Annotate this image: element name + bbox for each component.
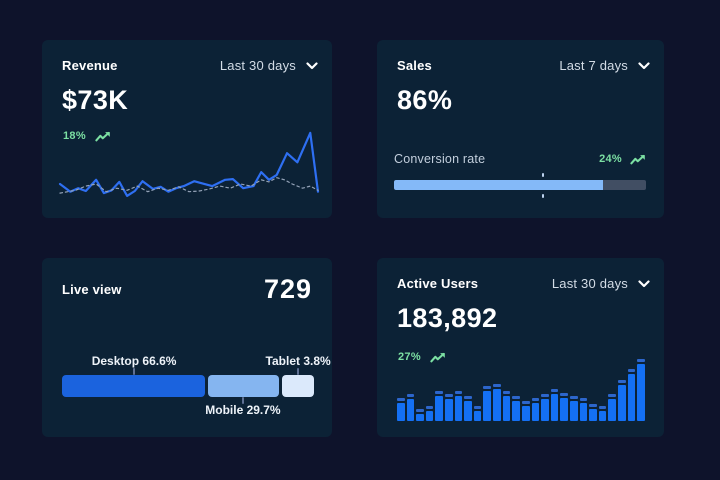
- bar: [425, 406, 434, 421]
- progress-track: [394, 180, 646, 190]
- live-view-value: 729: [263, 274, 312, 304]
- progress-marker-tick: [541, 173, 544, 177]
- active-users-card-header: Active Users Last 30 days: [397, 276, 650, 291]
- revenue-line-chart: [60, 128, 318, 198]
- segment-desktop: [62, 375, 205, 397]
- live-view-card-title: Live view: [62, 282, 122, 297]
- revenue-range-dropdown[interactable]: Last 30 days: [220, 58, 318, 73]
- bar: [550, 389, 559, 421]
- bar: [493, 384, 501, 421]
- trending-up-icon: [430, 352, 446, 363]
- segment-tablet: [281, 375, 314, 397]
- desktop-segment-label: Desktop 66.6%: [91, 354, 177, 368]
- sales-delta-row: 24%: [599, 153, 646, 165]
- bar: [454, 391, 463, 421]
- bar: [512, 396, 520, 421]
- bar: [608, 394, 617, 421]
- revenue-range-label: Last 30 days: [219, 58, 296, 73]
- revenue-card: Revenue Last 30 days $73K 18%: [42, 40, 332, 218]
- bar: [579, 398, 588, 421]
- segment-mobile: [207, 375, 279, 397]
- bar: [445, 394, 453, 421]
- bar: [473, 406, 482, 421]
- active-users-card: Active Users Last 30 days 183,892 27%: [377, 258, 664, 437]
- live-view-card: Live view 729 Desktop 66.6% Tablet 3.8% …: [42, 258, 332, 437]
- active-users-card-title: Active Users: [397, 276, 479, 291]
- revenue-delta-row: 18%: [63, 130, 111, 142]
- sales-range-label: Last 7 days: [559, 58, 628, 73]
- bar: [397, 398, 405, 421]
- conversion-rate-row: Conversion rate 24%: [394, 152, 646, 166]
- conversion-progress-bar: [394, 173, 646, 198]
- active-users-range-dropdown[interactable]: Last 30 days: [552, 276, 650, 291]
- chevron-down-icon: [638, 62, 650, 70]
- revenue-card-title: Revenue: [62, 58, 118, 73]
- bar: [521, 401, 530, 421]
- device-breakdown-chart: Desktop 66.6% Tablet 3.8% Mobile 29.7%: [62, 354, 331, 417]
- bar: [502, 391, 511, 421]
- sales-card-header: Sales Last 7 days: [397, 58, 650, 73]
- active-users-range-label: Last 30 days: [551, 276, 628, 291]
- bar: [541, 394, 549, 421]
- bar: [627, 369, 636, 421]
- chevron-down-icon: [306, 62, 318, 70]
- chevron-down-icon: [638, 280, 650, 288]
- sales-value: 86%: [397, 85, 453, 115]
- revenue-value: $73K: [62, 85, 129, 115]
- tablet-segment-label: Tablet 3.8%: [265, 354, 331, 368]
- bar: [618, 380, 626, 421]
- bar: [464, 396, 472, 421]
- bar: [560, 393, 568, 421]
- trending-up-icon: [630, 154, 646, 165]
- bar: [637, 359, 645, 421]
- bar: [406, 394, 415, 421]
- revenue-delta: 18%: [63, 130, 86, 142]
- bar: [435, 391, 444, 421]
- active-users-bar-chart: [397, 359, 645, 421]
- bar: [598, 406, 607, 421]
- progress-fill: [394, 180, 604, 190]
- sales-delta: 24%: [599, 153, 622, 165]
- trending-up-icon: [95, 131, 111, 142]
- tablet-label-tick: [297, 368, 300, 375]
- active-users-value: 183,892: [397, 303, 498, 333]
- sales-range-dropdown[interactable]: Last 7 days: [559, 58, 650, 73]
- revenue-card-header: Revenue Last 30 days: [62, 58, 318, 73]
- stacked-device-bar: [62, 375, 314, 397]
- conversion-rate-label: Conversion rate: [394, 152, 486, 166]
- bar: [569, 396, 578, 421]
- live-view-card-header: Live view 729: [62, 276, 312, 303]
- mobile-segment-label: Mobile 29.7%: [205, 403, 281, 417]
- sales-card: Sales Last 7 days 86% Conversion rate 24…: [377, 40, 664, 218]
- bar: [531, 398, 540, 421]
- desktop-label-tick: [133, 368, 136, 375]
- progress-marker-tick: [541, 194, 544, 198]
- active-users-delta-row: 27%: [398, 351, 446, 363]
- active-users-delta: 27%: [398, 351, 421, 363]
- sales-card-title: Sales: [397, 58, 432, 73]
- bar: [483, 386, 492, 421]
- mobile-label-tick: [241, 397, 244, 404]
- bar: [589, 404, 597, 421]
- bar: [416, 409, 424, 421]
